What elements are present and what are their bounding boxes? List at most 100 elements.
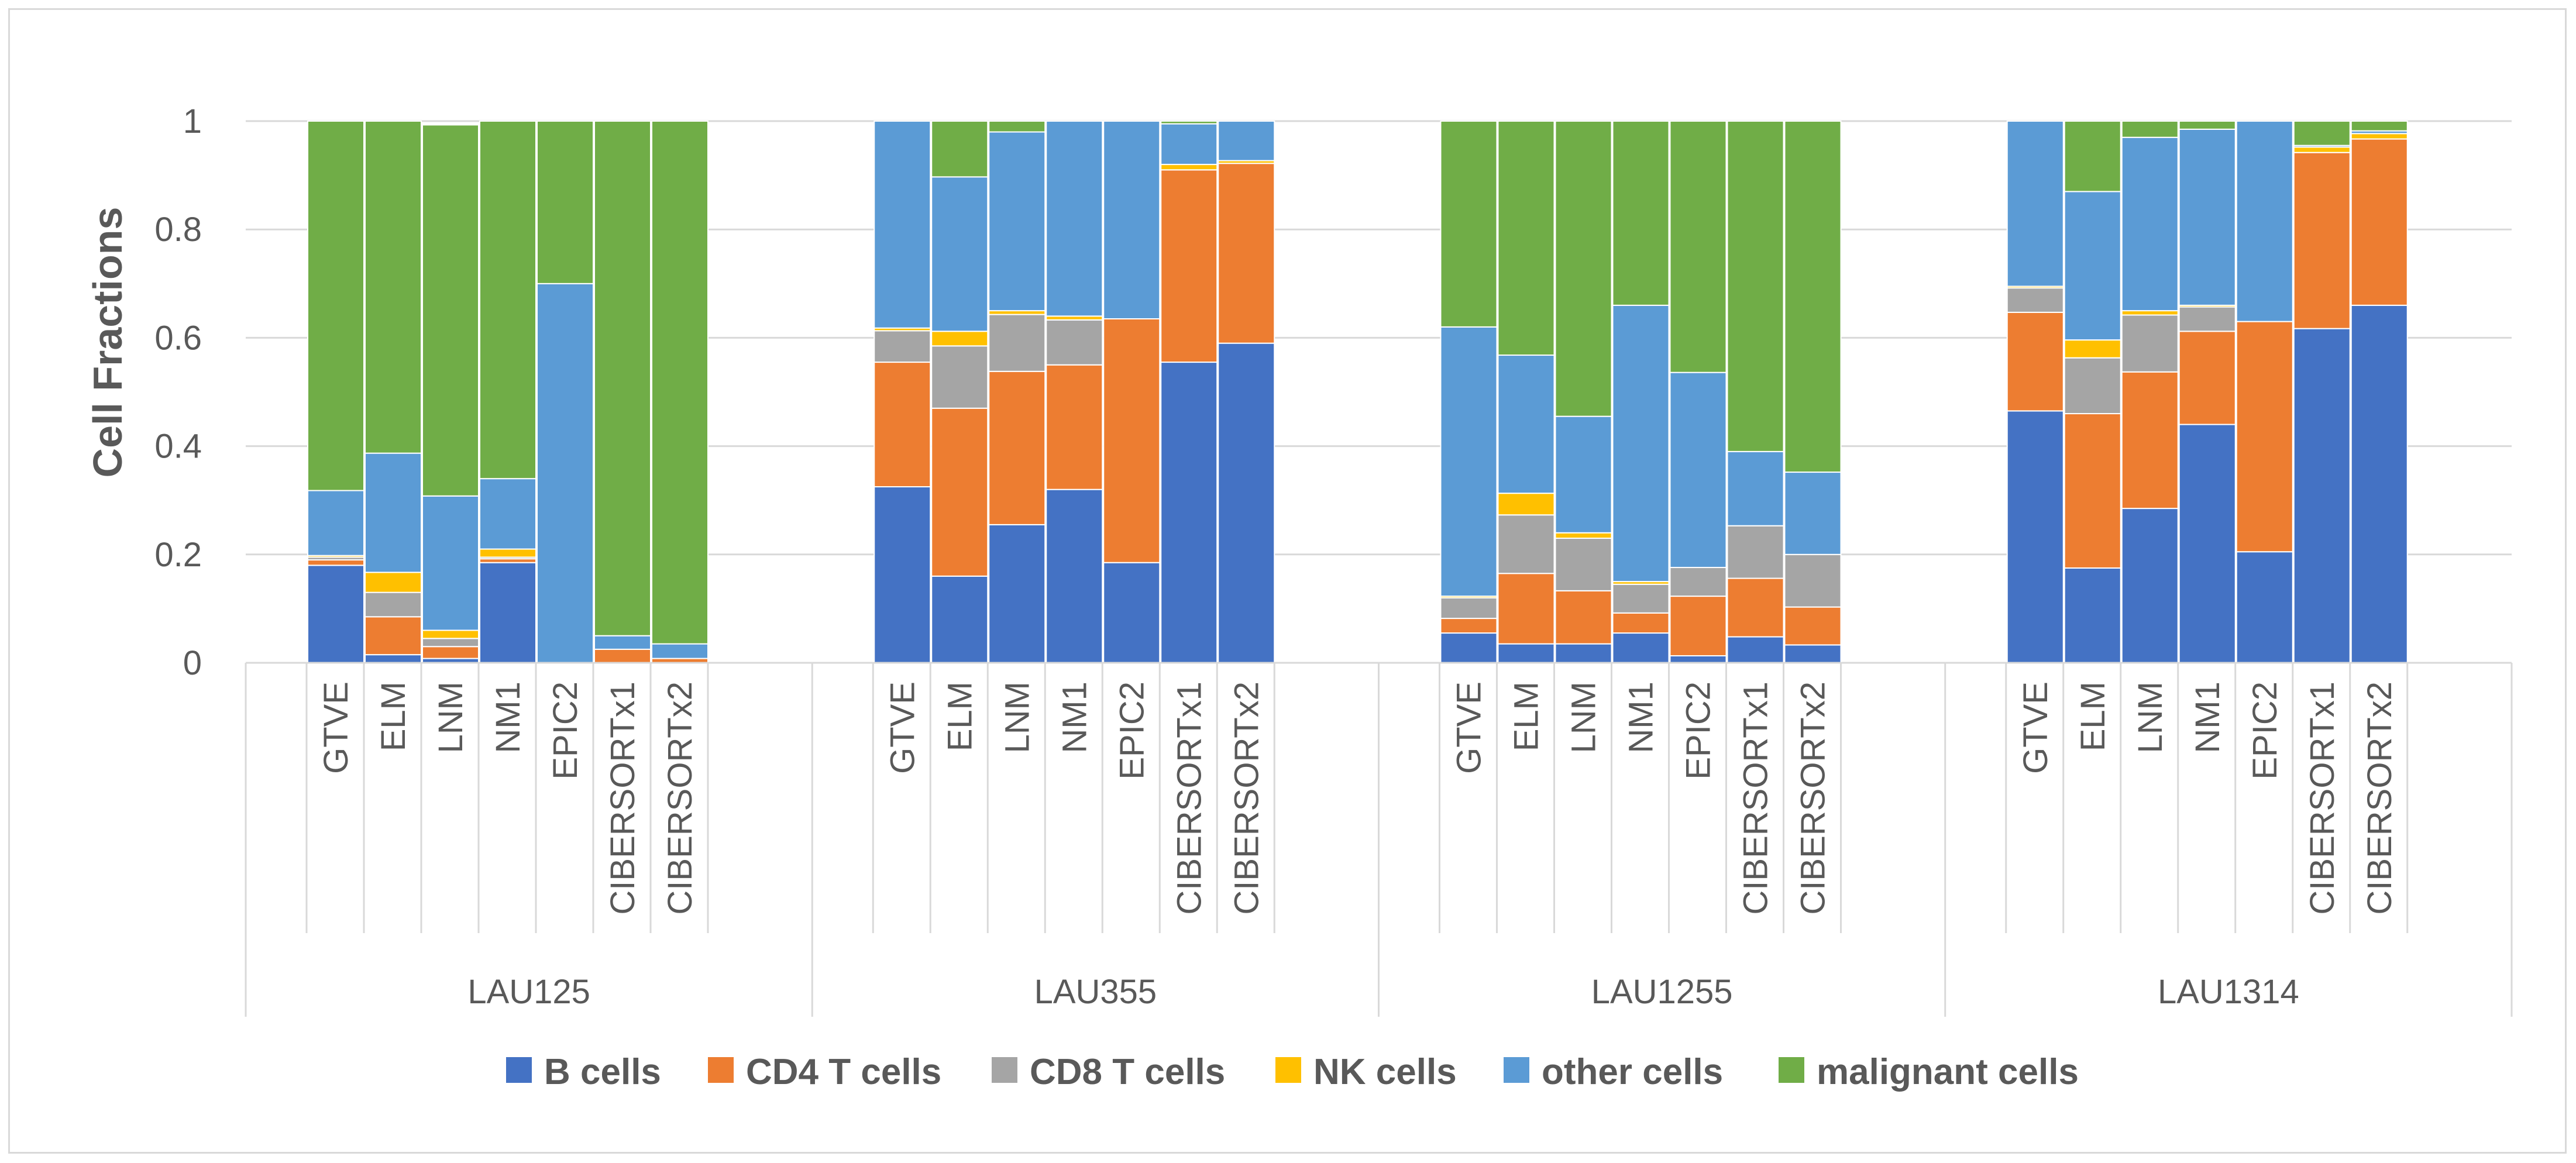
bar-segment-malignant-cells xyxy=(1554,121,1612,417)
category-label: CIBERSORTx2 xyxy=(1227,682,1265,915)
category-label: CIBERSORTx1 xyxy=(604,682,642,915)
category-label: ELM xyxy=(941,682,979,751)
bar-segment-other-cells xyxy=(1103,121,1161,319)
category-label: NM1 xyxy=(2189,682,2227,753)
bar-segment-b-cells xyxy=(1440,632,1498,663)
bar-segment-cd8-t-cells xyxy=(873,330,931,363)
bar-segment-malignant-cells xyxy=(2293,121,2351,146)
bars xyxy=(307,121,2408,664)
bar-segment-cd4-t-cells xyxy=(1612,612,1670,634)
bar-segment-cd4-t-cells xyxy=(1554,590,1612,645)
bar-segment-cd4-t-cells xyxy=(2121,371,2179,510)
bar-segment-nk-cells xyxy=(2293,146,2351,153)
legend-label: B cells xyxy=(544,1052,661,1092)
bar-segment-other-cells xyxy=(1784,472,1842,555)
category-label: GTVE xyxy=(317,682,355,774)
bar-segment-b-cells xyxy=(1160,362,1218,663)
bar-segment-cd8-t-cells xyxy=(2063,357,2121,415)
bar-segment-cd4-t-cells xyxy=(2006,311,2064,412)
bar-segment-nk-cells xyxy=(2350,133,2408,140)
bar-segment-cd8-t-cells xyxy=(1440,597,1498,620)
bar-segment-b-cells xyxy=(479,562,536,663)
bar-segment-cd4-t-cells xyxy=(364,616,422,656)
bar-segment-cd8-t-cells xyxy=(364,591,422,618)
bar-segment-b-cells xyxy=(988,524,1046,663)
bar-segment-cd4-t-cells xyxy=(422,646,479,659)
category-label: LNM xyxy=(998,682,1036,753)
bar-segment-other-cells xyxy=(1726,450,1784,527)
bar-segment-other-cells xyxy=(1440,326,1498,597)
bar-segment-other-cells xyxy=(594,635,651,650)
bar-segment-cd4-t-cells xyxy=(1103,318,1161,563)
y-tick-label: 0.2 xyxy=(154,536,202,574)
bar-segment-cd8-t-cells xyxy=(2006,287,2064,313)
category-label: NM1 xyxy=(1055,682,1093,753)
bar-segment-cd4-t-cells xyxy=(1218,163,1275,344)
bar-segment-b-cells xyxy=(1045,488,1103,663)
bar-segment-cd8-t-cells xyxy=(1554,538,1612,591)
bar-segment-malignant-cells xyxy=(1160,121,1218,125)
bar-segment-cd8-t-cells xyxy=(1612,583,1670,614)
category-label: EPIC2 xyxy=(546,682,584,780)
bar-segment-b-cells xyxy=(1612,632,1670,663)
category-label: CIBERSORTx2 xyxy=(661,682,699,915)
bar-segment-malignant-cells xyxy=(422,124,479,497)
bar-segment-cd4-t-cells xyxy=(2350,138,2408,306)
bar-segment-malignant-cells xyxy=(651,121,709,645)
bar-segment-malignant-cells xyxy=(1497,121,1555,356)
legend-swatch xyxy=(1504,1057,1529,1083)
category-label: GTVE xyxy=(883,682,921,774)
bar-segment-nk-cells xyxy=(1554,532,1612,539)
bar-segment-cd8-t-cells xyxy=(2178,306,2236,332)
bar-segment-malignant-cells xyxy=(931,121,989,178)
bar-segment-other-cells xyxy=(1045,121,1103,317)
legend-swatch xyxy=(1779,1057,1804,1083)
legend-label: malignant cells xyxy=(1817,1052,2079,1092)
y-tick-label: 0.4 xyxy=(154,428,202,466)
bar-segment-b-cells xyxy=(2121,508,2179,664)
bar-segment-malignant-cells xyxy=(1784,121,1842,473)
category-label: LNM xyxy=(1565,682,1603,753)
bar-segment-malignant-cells xyxy=(2178,121,2236,130)
bar-segment-other-cells xyxy=(1218,121,1275,161)
bar-segment-other-cells xyxy=(2121,136,2179,312)
group-label: LAU355 xyxy=(1034,973,1157,1011)
legend: B cells CD4 T cells CD8 T cells NK cells oth… xyxy=(506,1052,2079,1092)
bar-segment-cd8-t-cells xyxy=(1726,525,1784,579)
y-tick-label: 1 xyxy=(183,102,202,140)
bar-segment-b-cells xyxy=(2063,567,2121,664)
legend-label: other cells xyxy=(1542,1052,1723,1092)
bar-segment-cd4-t-cells xyxy=(2293,152,2351,329)
bar-segment-cd4-t-cells xyxy=(1497,573,1555,645)
bar-segment-b-cells xyxy=(1497,643,1555,663)
bar-segment-cd8-t-cells xyxy=(1669,567,1727,597)
bar-segment-malignant-cells xyxy=(988,121,1046,133)
bar-segment-other-cells xyxy=(931,176,989,332)
bar-segment-cd4-t-cells xyxy=(1669,596,1727,656)
bar-segment-other-cells xyxy=(422,495,479,631)
bar-segment-other-cells xyxy=(1160,123,1218,166)
bar-segment-cd4-t-cells xyxy=(1440,618,1498,634)
legend-swatch xyxy=(1275,1057,1301,1083)
bar-segment-malignant-cells xyxy=(1440,121,1498,328)
legend-label: CD8 T cells xyxy=(1030,1052,1225,1092)
bar-segment-b-cells xyxy=(364,654,422,663)
bar-segment-nk-cells xyxy=(1160,164,1218,171)
bar-segment-cd8-t-cells xyxy=(1497,514,1555,574)
bar-segment-b-cells xyxy=(1784,644,1842,664)
category-label: ELM xyxy=(2074,682,2112,751)
legend-label: CD4 T cells xyxy=(746,1052,941,1092)
bar-segment-b-cells xyxy=(1726,636,1784,664)
legend-swatch xyxy=(506,1057,532,1083)
bar-segment-other-cells xyxy=(364,452,422,573)
bar-segment-malignant-cells xyxy=(364,121,422,454)
category-label: CIBERSORTx2 xyxy=(1794,682,1832,915)
bar-segment-cd4-t-cells xyxy=(307,559,364,566)
bar-segment-b-cells xyxy=(2178,424,2236,663)
axes: 0 0.2 0.4 0.6 0.8 1 GTVE ELM LNM NM1 EPIC2 CIBERSOR… xyxy=(154,102,2513,1017)
category-label: EPIC2 xyxy=(1113,682,1151,780)
bar-segment-cd4-t-cells xyxy=(988,370,1046,525)
bar-segment-cd8-t-cells xyxy=(422,638,479,648)
category-label: CIBERSORTx1 xyxy=(1737,682,1775,915)
